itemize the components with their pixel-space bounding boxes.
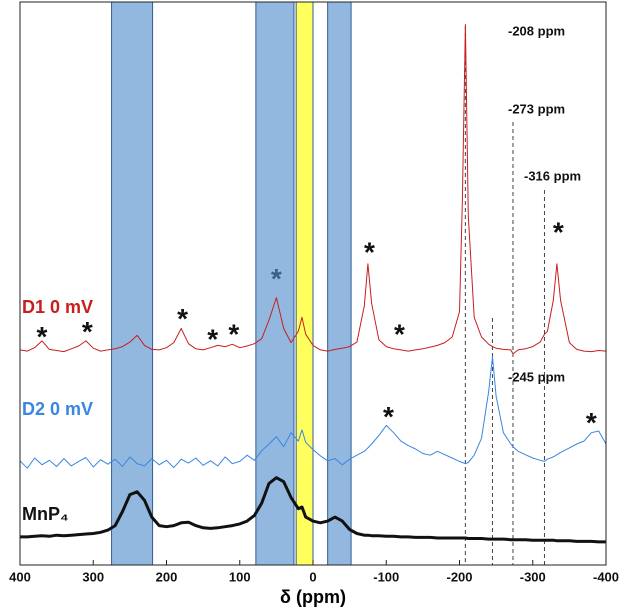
annotation-label: -245 ppm xyxy=(508,369,565,384)
x-tick-label: 200 xyxy=(156,569,178,584)
peak-marker: * xyxy=(364,237,375,268)
highlight-region xyxy=(295,1,314,566)
x-tick-label: 300 xyxy=(82,569,104,584)
peak-marker: * xyxy=(228,318,239,349)
highlight-region xyxy=(327,1,352,566)
highlight-region xyxy=(255,1,295,566)
x-tick-label: -300 xyxy=(520,569,546,584)
spectrum-line xyxy=(19,356,607,469)
annotation-label: -273 ppm xyxy=(508,101,565,116)
legend-label: MnP₄ xyxy=(22,504,69,524)
peak-marker: * xyxy=(586,407,597,438)
legend-label: D2 0 mV xyxy=(22,399,93,419)
x-axis-label: δ (ppm) xyxy=(280,587,346,607)
highlight-region xyxy=(111,1,154,566)
peak-marker: * xyxy=(82,316,93,347)
x-tick-label: 400 xyxy=(9,569,31,584)
peak-marker: * xyxy=(383,401,394,432)
x-tick-label: 100 xyxy=(229,569,251,584)
x-tick-label: -400 xyxy=(593,569,619,584)
peak-marker: * xyxy=(271,263,282,294)
x-tick-label: -100 xyxy=(373,569,399,584)
peak-marker: * xyxy=(394,318,405,349)
annotation-label: -316 ppm xyxy=(524,168,581,183)
annotation-label: -208 ppm xyxy=(508,23,565,38)
peak-marker: * xyxy=(553,216,564,247)
x-tick-label: 0 xyxy=(309,569,316,584)
peak-marker: * xyxy=(207,323,218,354)
spectrum-line xyxy=(20,476,606,544)
x-tick-label: -200 xyxy=(446,569,472,584)
peak-marker: * xyxy=(37,321,48,352)
spectrum-line xyxy=(19,24,607,355)
legend-label: D1 0 mV xyxy=(22,297,93,317)
peak-marker: * xyxy=(177,303,188,334)
